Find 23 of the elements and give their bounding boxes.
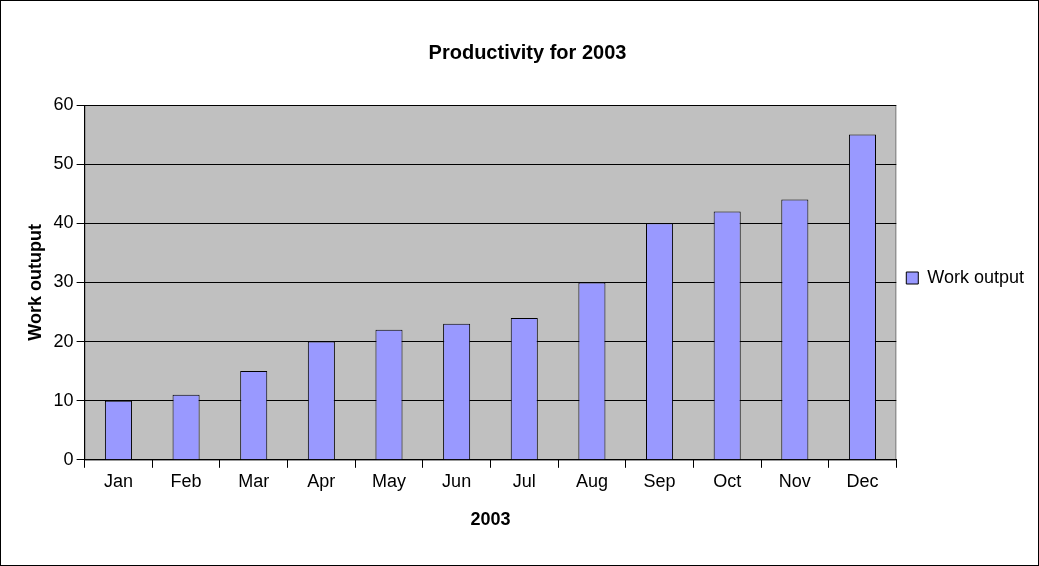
x-tick-label: Jan	[103, 470, 133, 491]
x-tick-label: Sep	[643, 470, 676, 491]
x-tick-label: Oct	[713, 470, 742, 491]
y-tick-label: 30	[53, 271, 74, 292]
x-tick-label: Feb	[170, 470, 202, 491]
legend-label: Work output	[927, 266, 1024, 287]
x-tick-label: Dec	[846, 470, 879, 491]
y-tick-label: 60	[53, 93, 74, 114]
y-tick-label: 0	[63, 448, 74, 469]
x-tick-label: Jun	[442, 470, 472, 491]
y-tick-label: 50	[53, 153, 74, 174]
x-tick-label: Aug	[575, 470, 608, 491]
x-tick-label: Nov	[778, 470, 811, 491]
x-tick-label: Jul	[512, 470, 536, 491]
x-tick-label: Mar	[238, 470, 270, 491]
x-tick-label: Apr	[307, 470, 336, 491]
y-tick-label: 10	[53, 389, 74, 410]
y-axis-title: Work outuput	[24, 224, 45, 341]
y-tick-label: 20	[53, 330, 74, 351]
x-axis-title: 2003	[470, 509, 511, 530]
x-tick-label: May	[371, 470, 406, 491]
y-tick-label: 40	[53, 212, 74, 233]
chart-title: Productivity for 2003	[428, 40, 627, 63]
